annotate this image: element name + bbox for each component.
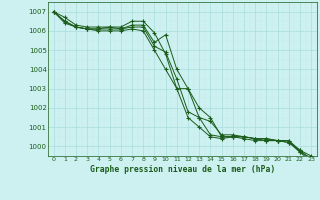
X-axis label: Graphe pression niveau de la mer (hPa): Graphe pression niveau de la mer (hPa) [90,165,275,174]
